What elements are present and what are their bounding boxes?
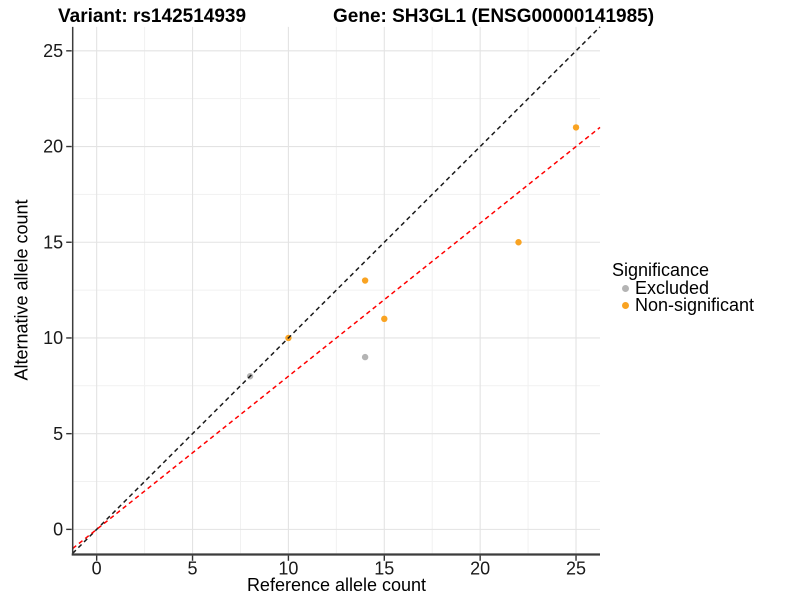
x-tick-label: 0 — [92, 558, 102, 578]
identity-line — [72, 26, 601, 554]
non-significant-dot-icon — [622, 302, 629, 309]
legend: Significance Excluded Non-significant — [612, 260, 755, 315]
data-point-non-significant — [515, 239, 522, 246]
data-point-non-significant — [572, 124, 580, 131]
excluded-dot-icon — [622, 285, 629, 292]
data-point-non-significant — [381, 315, 388, 323]
y-tick-label: 10 — [43, 328, 63, 348]
x-tick-label: 20 — [470, 558, 490, 578]
data-point-excluded — [361, 353, 369, 361]
x-tick-label: 10 — [278, 558, 298, 578]
y-tick-label: 5 — [53, 424, 63, 444]
legend-item-excluded: Excluded — [612, 278, 754, 298]
y-tick-label: 15 — [43, 232, 63, 252]
y-tick-label: 25 — [43, 41, 63, 61]
x-tick-label: 5 — [188, 558, 198, 578]
y-tick-label: 20 — [43, 137, 63, 157]
plot-title-gene: Gene: SH3GL1 (ENSG00000141985) — [333, 6, 655, 27]
y-axis-title: Alternative allele count — [11, 199, 32, 381]
y-tick-label: 0 — [53, 520, 63, 540]
legend-title: Significance — [612, 260, 710, 280]
fit-line — [72, 126, 601, 550]
legend-label-excluded: Excluded — [635, 278, 710, 298]
legend-item-non-significant: Non-significant — [612, 295, 755, 315]
x-axis-title: Reference allele count — [246, 575, 427, 595]
x-tick-label: 25 — [566, 558, 586, 578]
legend-label-non-significant: Non-significant — [635, 295, 755, 315]
data-point-non-significant — [361, 277, 369, 284]
plot-title-variant: Variant: rs142514939 — [58, 6, 247, 27]
x-tick-label: 15 — [374, 558, 394, 578]
